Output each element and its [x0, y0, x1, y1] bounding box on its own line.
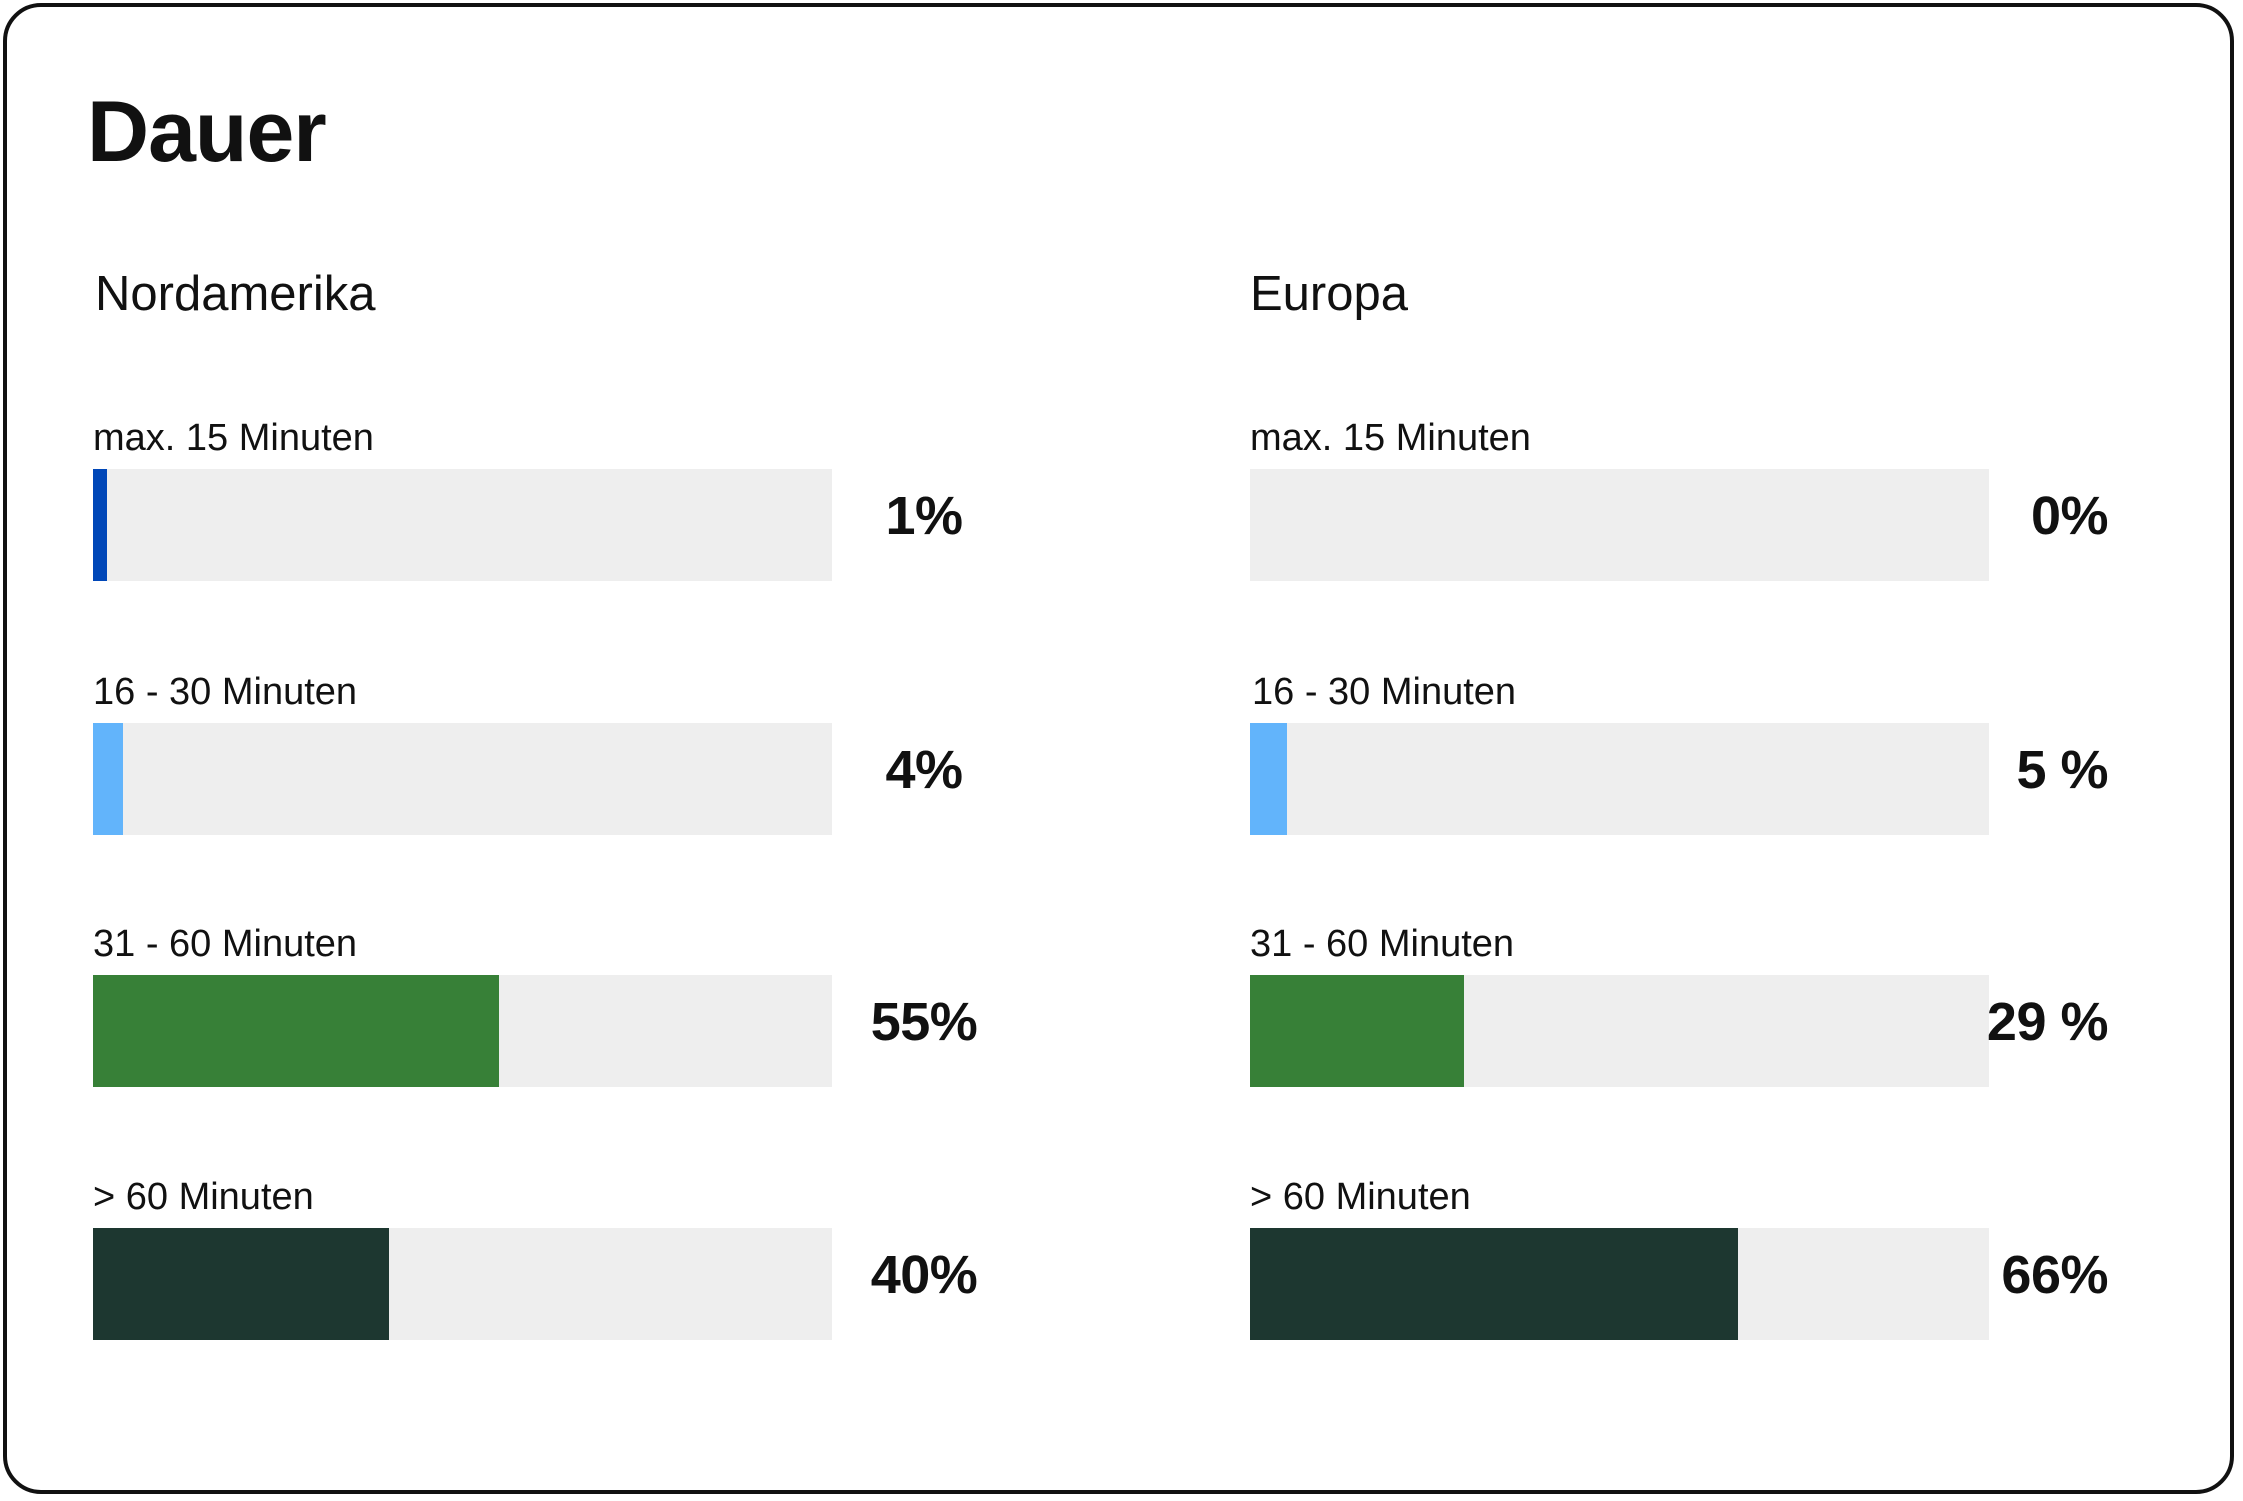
value-label: 66%: [2001, 1245, 2108, 1305]
bar: [1250, 1228, 1738, 1340]
region-title: Nordamerika: [95, 267, 376, 321]
value-label: 5 %: [2016, 740, 2108, 800]
bar: [93, 1228, 389, 1340]
category-label: 16 - 30 Minuten: [93, 671, 358, 713]
category-label: 16 - 30 Minuten: [1252, 671, 1517, 713]
bar: [93, 723, 123, 835]
bar-track: [1250, 1228, 1989, 1340]
value-label: 29 %: [1986, 992, 2109, 1052]
region-panel-europa: Europa max. 15 Minuten 0% 16 - 30 Minuten 5…: [1250, 7, 2150, 1490]
chart-title: Dauer: [87, 84, 327, 180]
bar-row: 16 - 30 Minuten 5 %: [1250, 673, 2150, 873]
region-title: Europa: [1250, 267, 1409, 321]
bar-track: [1250, 723, 1989, 835]
bar: [93, 469, 107, 581]
bar-track: [93, 1228, 832, 1340]
category-label: 31 - 60 Minuten: [1250, 923, 1515, 965]
value-label: 1%: [885, 486, 963, 546]
region-panel-nordamerika: Nordamerika max. 15 Minuten 1% 16 - 30 Min…: [93, 7, 993, 1490]
bar-row: 16 - 30 Minuten 4%: [93, 673, 993, 873]
bar-row: 31 - 60 Minuten 29 %: [1250, 925, 2150, 1125]
bar-track: [1250, 469, 1989, 581]
category-label: > 60 Minuten: [1250, 1176, 1471, 1218]
bar-row: > 60 Minuten 66%: [1250, 1178, 2150, 1378]
bar-row: > 60 Minuten 40%: [93, 1178, 993, 1378]
category-label: max. 15 Minuten: [93, 417, 374, 459]
bar: [93, 975, 499, 1087]
value-label: 4%: [885, 740, 963, 800]
bar-track: [93, 723, 832, 835]
chart-card: Dauer Nordamerika max. 15 Minuten 1% 16 - …: [3, 3, 2234, 1494]
bar-track: [1250, 975, 1989, 1087]
category-label: 31 - 60 Minuten: [93, 923, 358, 965]
category-label: > 60 Minuten: [93, 1176, 314, 1218]
value-label: 40%: [870, 1245, 978, 1305]
value-label: 0%: [2030, 486, 2109, 546]
category-label: max. 15 Minuten: [1250, 417, 1531, 459]
bar-row: 31 - 60 Minuten 55%: [93, 925, 993, 1125]
bar: [1250, 723, 1287, 835]
value-label: 55%: [870, 992, 978, 1052]
bar-track: [93, 469, 832, 581]
bar-row: max. 15 Minuten 1%: [93, 419, 993, 619]
bar-track: [93, 975, 832, 1087]
bar-row: max. 15 Minuten 0%: [1250, 419, 2150, 619]
bar: [1250, 975, 1464, 1087]
